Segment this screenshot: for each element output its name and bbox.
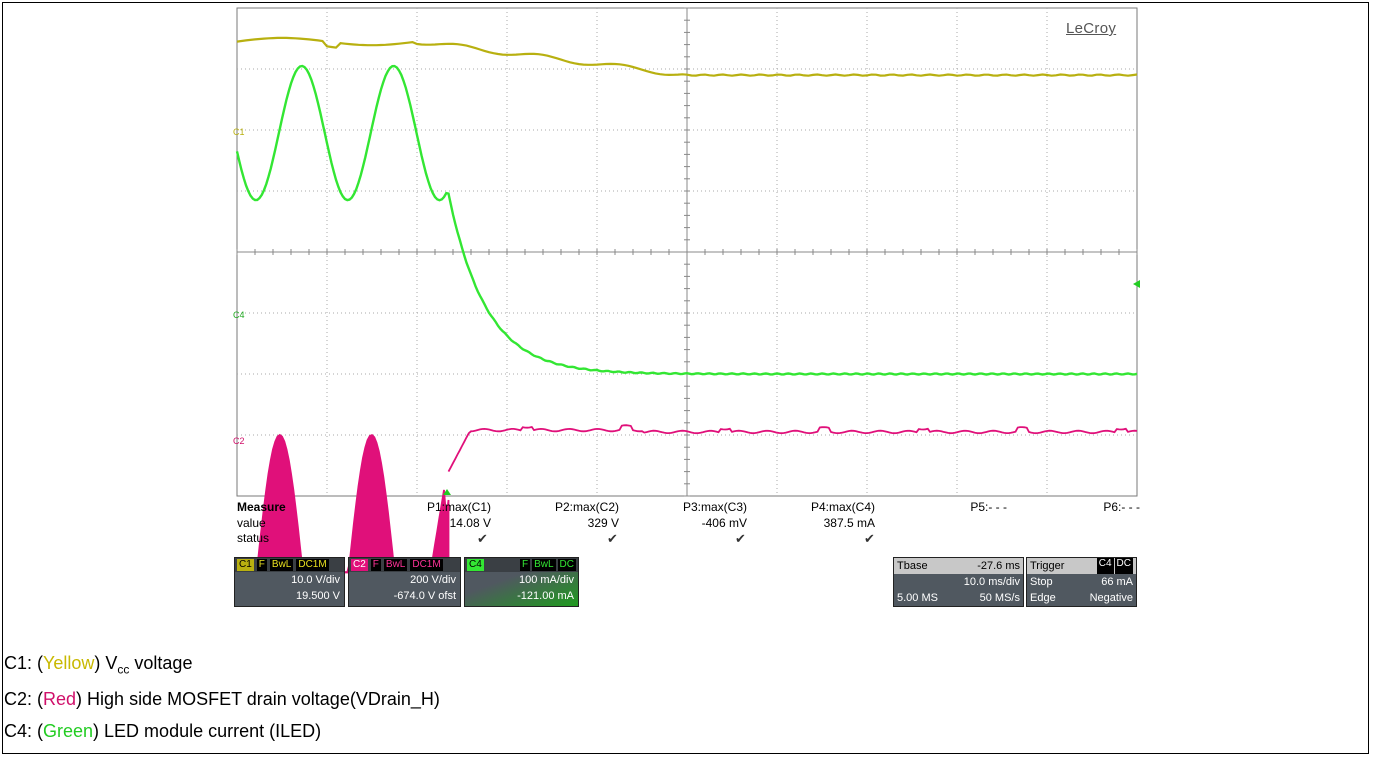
c2-flag-bwl: BwL [383,559,408,571]
p5-name: P5:- - - [970,500,1007,514]
p2-name: P2:max(C2) [554,500,619,514]
c2-scale: 200 V/div [410,574,456,586]
timebase-label: Tbase [897,560,928,572]
grid [236,7,1138,497]
trigger-row3: Edge Negative [1027,590,1136,606]
trigger-box[interactable]: Trigger C4 DC Stop 66 mA Edge Negative [1026,557,1137,607]
c4-id: C4 [467,559,484,571]
legend-c1: C1: (Yellow) Vcc voltage [4,653,193,677]
c4-scale: 100 mA/div [518,574,574,586]
trigger-coupling: DC [1114,558,1133,574]
p2-value: 329 V [587,516,619,530]
channel-c1-box[interactable]: C1 F BwL DC1M 10.0 V/div 19.500 V [234,557,345,607]
measure-panel: Measure value status P1:max(C1) 14.08 V … [237,500,1140,560]
c1-scale: 10.0 V/div [291,574,340,586]
c4-marker: C4 [233,310,245,320]
p4-check: ✔ [864,531,875,546]
legend-c2: C2: (Red) High side MOSFET drain voltage… [4,689,440,709]
p1-value: 14.08 V [449,516,491,530]
channel-c2-box[interactable]: C2 F BwL DC1M 200 V/div -674.0 V ofst [348,557,461,607]
timebase-row3: 5.00 MS 50 MS/s [894,590,1023,606]
timebase-row2: 10.0 ms/div [894,574,1023,590]
legend-c4-color: Green [43,721,94,741]
trigger-mode: Stop [1030,576,1053,588]
trigger-slope: Negative [1089,592,1133,604]
channel-c2-header: C2 F BwL DC1M [349,558,460,572]
timebase-scale: 10.0 ms/div [963,576,1020,588]
p4-name: P4:max(C4) [810,500,875,514]
trigger-time-marker [443,489,451,495]
measure-title: Measure [237,500,286,514]
trigger-type: Edge [1030,592,1056,604]
c1-offset: 19.500 V [295,590,340,602]
trace-c2-flat [447,424,1138,473]
timebase-box[interactable]: Tbase -27.6 ms 10.0 ms/div 5.00 MS 50 MS… [893,557,1024,607]
timebase-samples: 5.00 MS [897,592,938,604]
trigger-level-marker [1133,280,1140,288]
c1-flag-f: F [256,559,267,571]
trigger-source: C4 [1096,558,1114,574]
c2-id: C2 [351,559,368,571]
p3-value: -406 mV [701,516,747,530]
p2-check: ✔ [607,531,618,546]
brand-logo: LeCroy [1066,20,1117,37]
c2-flag-f: F [370,559,381,571]
timebase-rate: 50 MS/s [979,592,1020,604]
timebase-row1: Tbase -27.6 ms [894,558,1023,574]
p3-name: P3:max(C3) [682,500,747,514]
legend-c2-color: Red [43,689,77,709]
trigger-row2: Stop 66 mA [1027,574,1136,590]
p3-check: ✔ [735,531,746,546]
status-label: status [237,531,270,545]
c2-flag-coupling: DC1M [410,559,443,571]
trigger-row1: Trigger C4 DC [1027,558,1136,574]
trace-c4 [235,64,1138,376]
c1-flag-coupling: DC1M [296,559,329,571]
c4-flag-bwl: BwL [532,559,556,571]
c4-flag-f: F [519,559,531,571]
channel-c1-header: C1 F BwL DC1M [235,558,344,572]
c1-flag-bwl: BwL [269,559,294,571]
trigger-label: Trigger [1030,560,1065,572]
c1-id: C1 [237,559,254,571]
channel-c4-box[interactable]: C4 F BwL DC 100 mA/div -121.00 mA [464,557,579,607]
c4-flag-coupling: DC [557,559,576,571]
c1-marker: C1 [233,127,245,137]
legend-c4: C4: (Green) LED module current (ILED) [4,721,322,741]
p6-name: P6:- - - [1103,500,1140,514]
trace-c1 [236,36,1138,77]
channel-c4-header: C4 F BwL DC [465,558,578,572]
legend-c1-color: Yellow [43,653,95,673]
p1-name: P1:max(C1) [426,500,491,514]
c2-marker: C2 [233,436,245,446]
p4-value: 387.5 mA [823,516,875,530]
timebase-value: -27.6 ms [977,560,1020,572]
c2-offset: -674.0 V ofst [393,590,456,602]
p1-check: ✔ [477,531,488,546]
value-label: value [237,516,266,530]
trigger-level: 66 mA [1101,576,1133,588]
c4-offset: -121.00 mA [517,590,574,602]
